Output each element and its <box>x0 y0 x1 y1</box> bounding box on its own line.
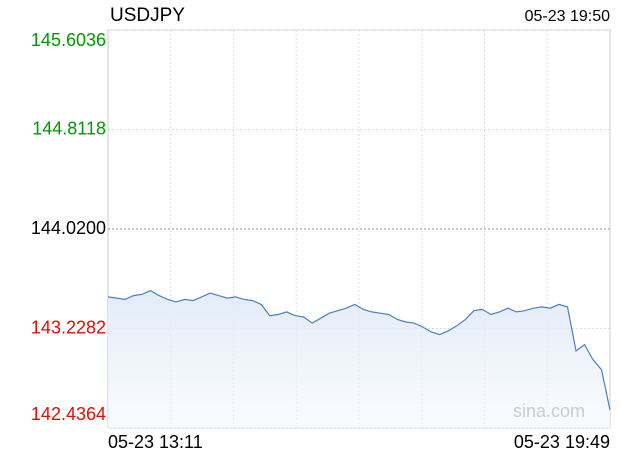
x-tick-label: 05-23 19:49 <box>514 432 610 452</box>
y-tick-label: 145.6036 <box>31 30 106 50</box>
y-tick-label: 142.4364 <box>31 404 106 424</box>
y-tick-label: 143.2282 <box>31 317 106 337</box>
chart-title: USDJPY <box>110 5 185 26</box>
area-fill <box>108 290 610 428</box>
price-line <box>107 289 611 411</box>
y-tick-label: 144.8118 <box>32 118 106 138</box>
y-tick-label: 144.0200 <box>31 218 106 238</box>
x-tick-label: 05-23 13:11 <box>108 432 203 452</box>
watermark: sina.com <box>513 401 585 421</box>
timestamp: 05-23 19:50 <box>525 8 611 25</box>
